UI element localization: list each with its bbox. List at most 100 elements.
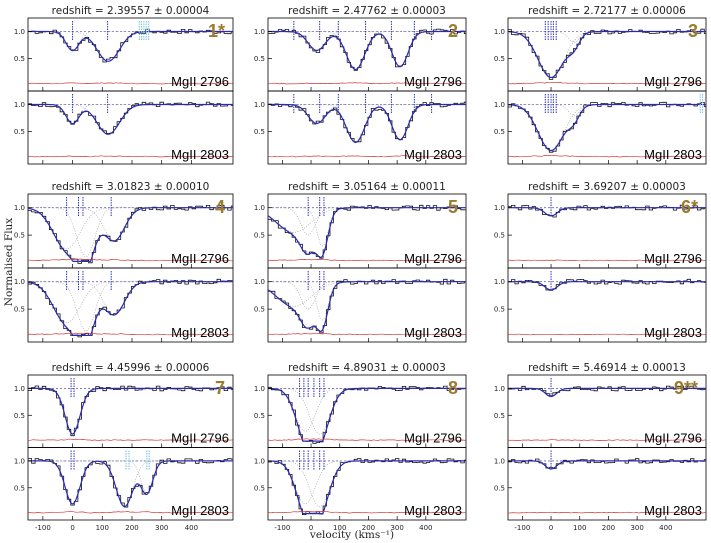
y-tick-label: 0.5 [254,484,265,492]
panel-9: redshift = 5.46914 ± 0.00013 0.5 1.0 MgII 2… [494,362,707,532]
y-tick-label: 0.5 [254,412,265,420]
y-tick-label: 1.0 [14,204,25,212]
model-fit-line [508,207,706,217]
x-tick-label: 100 [96,524,109,532]
panel-number: 9** [674,378,698,398]
y-tick-label: 0.5 [494,128,505,136]
data-histogram [508,204,706,218]
subpanel-2796: 0.5 1.0 MgII 2796 [494,374,707,448]
panel-6: redshift = 3.69207 ± 0.00003 0.5 1.0 MgII 2… [494,181,707,343]
panel-number: 2 [448,21,458,41]
x-tick-label: 400 [659,524,672,532]
panel-redshift-text: redshift = 4.89031 ± 0.00003 [288,362,446,374]
subpanel-frame [27,90,234,165]
panel-8: redshift = 4.89031 ± 0.00003 0.5 1.0 MgII 2… [254,362,467,532]
x-tick-label: 300 [155,524,168,532]
line-label: MgII 2796 [404,251,462,266]
error-spectrum [27,438,233,441]
error-spectrum [267,258,466,262]
panels: redshift = 2.39557 ± 0.00004 0.5 1.0 MgII 2… [14,5,707,532]
data-histogram [508,101,706,153]
line-label: MgII 2803 [404,147,462,162]
subpanel-2803: 0.5 1.0 MgII 2803 [254,90,467,165]
component-profile [268,281,466,310]
panel-number: 3 [688,21,698,41]
y-tick-label: 0.5 [254,232,265,240]
panel-number: 4 [215,197,225,217]
model-fit-line [267,281,466,333]
subpanel-2803: 0.5 1.0 MgII 2803 [494,447,707,521]
y-tick-label: 0.5 [494,232,505,240]
panel-4: redshift = 3.01823 ± 0.00010 0.5 1.0 MgII 2… [14,181,234,343]
error-spectrum [507,439,706,441]
x-tick-label: 0 [549,524,553,532]
error-spectrum [267,332,466,336]
y-tick-label: 1.0 [494,204,505,212]
x-tick-label: 200 [125,524,138,532]
subpanel-frame [507,267,707,343]
panel-redshift-text: redshift = 2.72177 ± 0.00006 [528,5,686,17]
data-histogram [28,458,233,508]
model-fit-line [508,387,706,398]
error-spectrum [27,155,233,158]
panel-5: redshift = 3.05164 ± 0.00011 0.5 1.0 MgII 2… [254,181,467,343]
line-label: MgII 2803 [644,503,702,518]
component-profile [507,31,706,78]
x-tick-label: -100 [274,524,290,532]
y-tick-label: 0.5 [14,232,25,240]
component-profile [508,104,706,116]
model-fit-line [267,207,466,259]
line-label: MgII 2803 [404,325,462,340]
y-tick-label: 1.0 [494,457,505,465]
error-spectrum [507,511,706,514]
line-label: MgII 2803 [644,147,702,162]
line-label: MgII 2803 [644,325,702,340]
panel-2: redshift = 2.47762 ± 0.00003 0.5 1.0 MgII 2… [254,5,467,165]
panel-7: redshift = 4.45996 ± 0.00006 0.5 1.0 MgII 2… [14,362,234,532]
error-spectrum [507,81,706,85]
component-profile [508,460,706,470]
error-spectrum [267,155,466,158]
model-fit-line [268,460,466,515]
x-tick-label: -100 [35,524,51,532]
error-spectrum [28,511,233,514]
component-profile [507,104,706,151]
y-tick-label: 1.0 [14,101,25,109]
y-tick-label: 1.0 [494,278,505,286]
panel-number: 1* [208,21,225,41]
panel-redshift-text: redshift = 3.01823 ± 0.00010 [52,181,210,193]
y-tick-label: 1.0 [254,204,265,212]
error-spectrum [267,510,466,514]
model-fit-line [28,30,233,62]
data-histogram [268,204,466,259]
component-profile [268,460,466,507]
model-fit-line [508,281,706,291]
error-spectrum [507,259,706,262]
line-label: MgII 2796 [171,74,229,89]
error-spectrum [507,333,706,336]
y-tick-label: 1.0 [494,385,505,393]
component-profile [28,31,233,51]
subpanel-frame [267,447,467,521]
panel-number: 6* [681,197,698,217]
x-tick-label: 300 [630,524,643,532]
y-tick-label: 0.5 [494,484,505,492]
data-histogram [508,458,706,469]
y-tick-label: 0.5 [494,306,505,314]
subpanel-frame [27,267,234,343]
component-profile [28,207,233,258]
x-tick-label: 100 [333,524,346,532]
subpanel-2796: 0.5 1.0 MgII 2796 [14,374,234,448]
line-label: MgII 2803 [171,325,229,340]
line-label: MgII 2796 [171,431,229,446]
y-tick-label: 1.0 [254,457,265,465]
subpanel-2803: 0.5 1.0 MgII 2803 [254,267,467,343]
subpanel-2803: 0.5 1.0 MgII 2803 [14,447,234,521]
y-tick-label: 1.0 [254,385,265,393]
panel-redshift-text: redshift = 3.69207 ± 0.00003 [528,181,686,193]
x-tick-label: 300 [390,524,403,532]
panel-redshift-text: redshift = 5.46914 ± 0.00013 [528,362,686,374]
model-fit-line [508,460,706,470]
panel-number: 7 [215,378,225,398]
component-profile [268,31,466,51]
